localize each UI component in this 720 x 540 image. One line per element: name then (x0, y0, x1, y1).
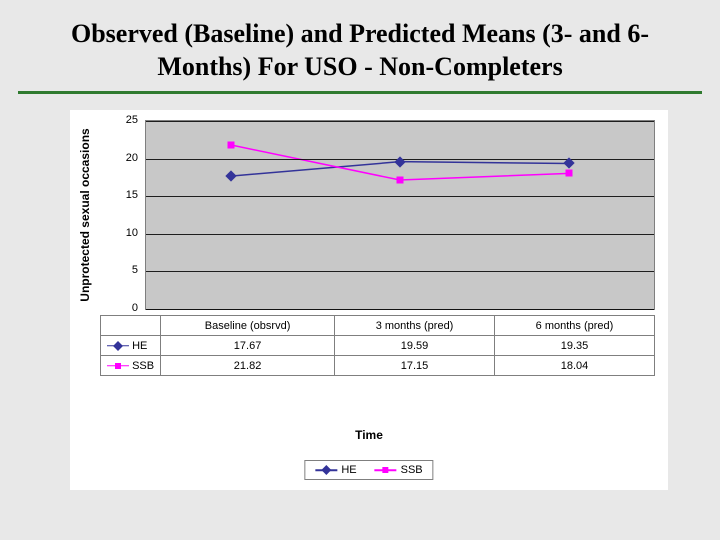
cell: 17.67 (161, 336, 335, 356)
cell: 17.15 (335, 356, 495, 376)
row-legend-ssb: SSB (101, 356, 161, 376)
legend: HE SSB (304, 460, 433, 480)
he-swatch (107, 341, 129, 351)
gridline (146, 234, 654, 235)
square-icon (115, 363, 121, 369)
legend-label-he: HE (341, 464, 356, 476)
he-legend-swatch (315, 465, 337, 475)
slide-title: Observed (Baseline) and Predicted Means … (0, 0, 720, 91)
ssb-swatch (107, 361, 129, 371)
row-label-ssb: SSB (132, 360, 154, 372)
gridline (146, 121, 654, 122)
legend-item-he: HE (315, 464, 356, 476)
y-axis-label: Unprotected sexual occasions (78, 128, 92, 301)
gridline (146, 309, 654, 310)
legend-item-ssb: SSB (375, 464, 423, 476)
table-row: HE 17.67 19.59 19.35 (101, 336, 655, 356)
cell: 21.82 (161, 356, 335, 376)
col-header: 3 months (pred) (335, 316, 495, 336)
table-corner-cell (101, 316, 161, 336)
y-tick-label: 10 (98, 227, 138, 239)
table-row: SSB 21.82 17.15 18.04 (101, 356, 655, 376)
y-tick-label: 0 (98, 302, 138, 314)
row-legend-he: HE (101, 336, 161, 356)
gridline (146, 271, 654, 272)
gridline (146, 196, 654, 197)
col-header: Baseline (obsrvd) (161, 316, 335, 336)
square-icon (566, 170, 573, 177)
chart-container: Unprotected sexual occasions Baseline (o… (70, 110, 668, 490)
y-tick-label: 20 (98, 152, 138, 164)
square-icon (227, 141, 234, 148)
table-header-row: Baseline (obsrvd) 3 months (pred) 6 mont… (101, 316, 655, 336)
row-label-he: HE (132, 340, 147, 352)
series-lines (146, 121, 654, 309)
legend-label-ssb: SSB (401, 464, 423, 476)
title-divider (18, 91, 702, 94)
diamond-icon (321, 465, 331, 475)
diamond-icon (113, 341, 123, 351)
cell: 19.35 (495, 336, 655, 356)
cell: 18.04 (495, 356, 655, 376)
x-axis-label: Time (70, 428, 668, 442)
cell: 19.59 (335, 336, 495, 356)
y-tick-label: 5 (98, 264, 138, 276)
col-header: 6 months (pred) (495, 316, 655, 336)
square-icon (397, 177, 404, 184)
square-icon (383, 467, 389, 473)
data-table: Baseline (obsrvd) 3 months (pred) 6 mont… (100, 315, 655, 376)
plot-area (145, 120, 655, 310)
ssb-legend-swatch (375, 465, 397, 475)
y-tick-label: 15 (98, 189, 138, 201)
y-tick-label: 25 (98, 114, 138, 126)
